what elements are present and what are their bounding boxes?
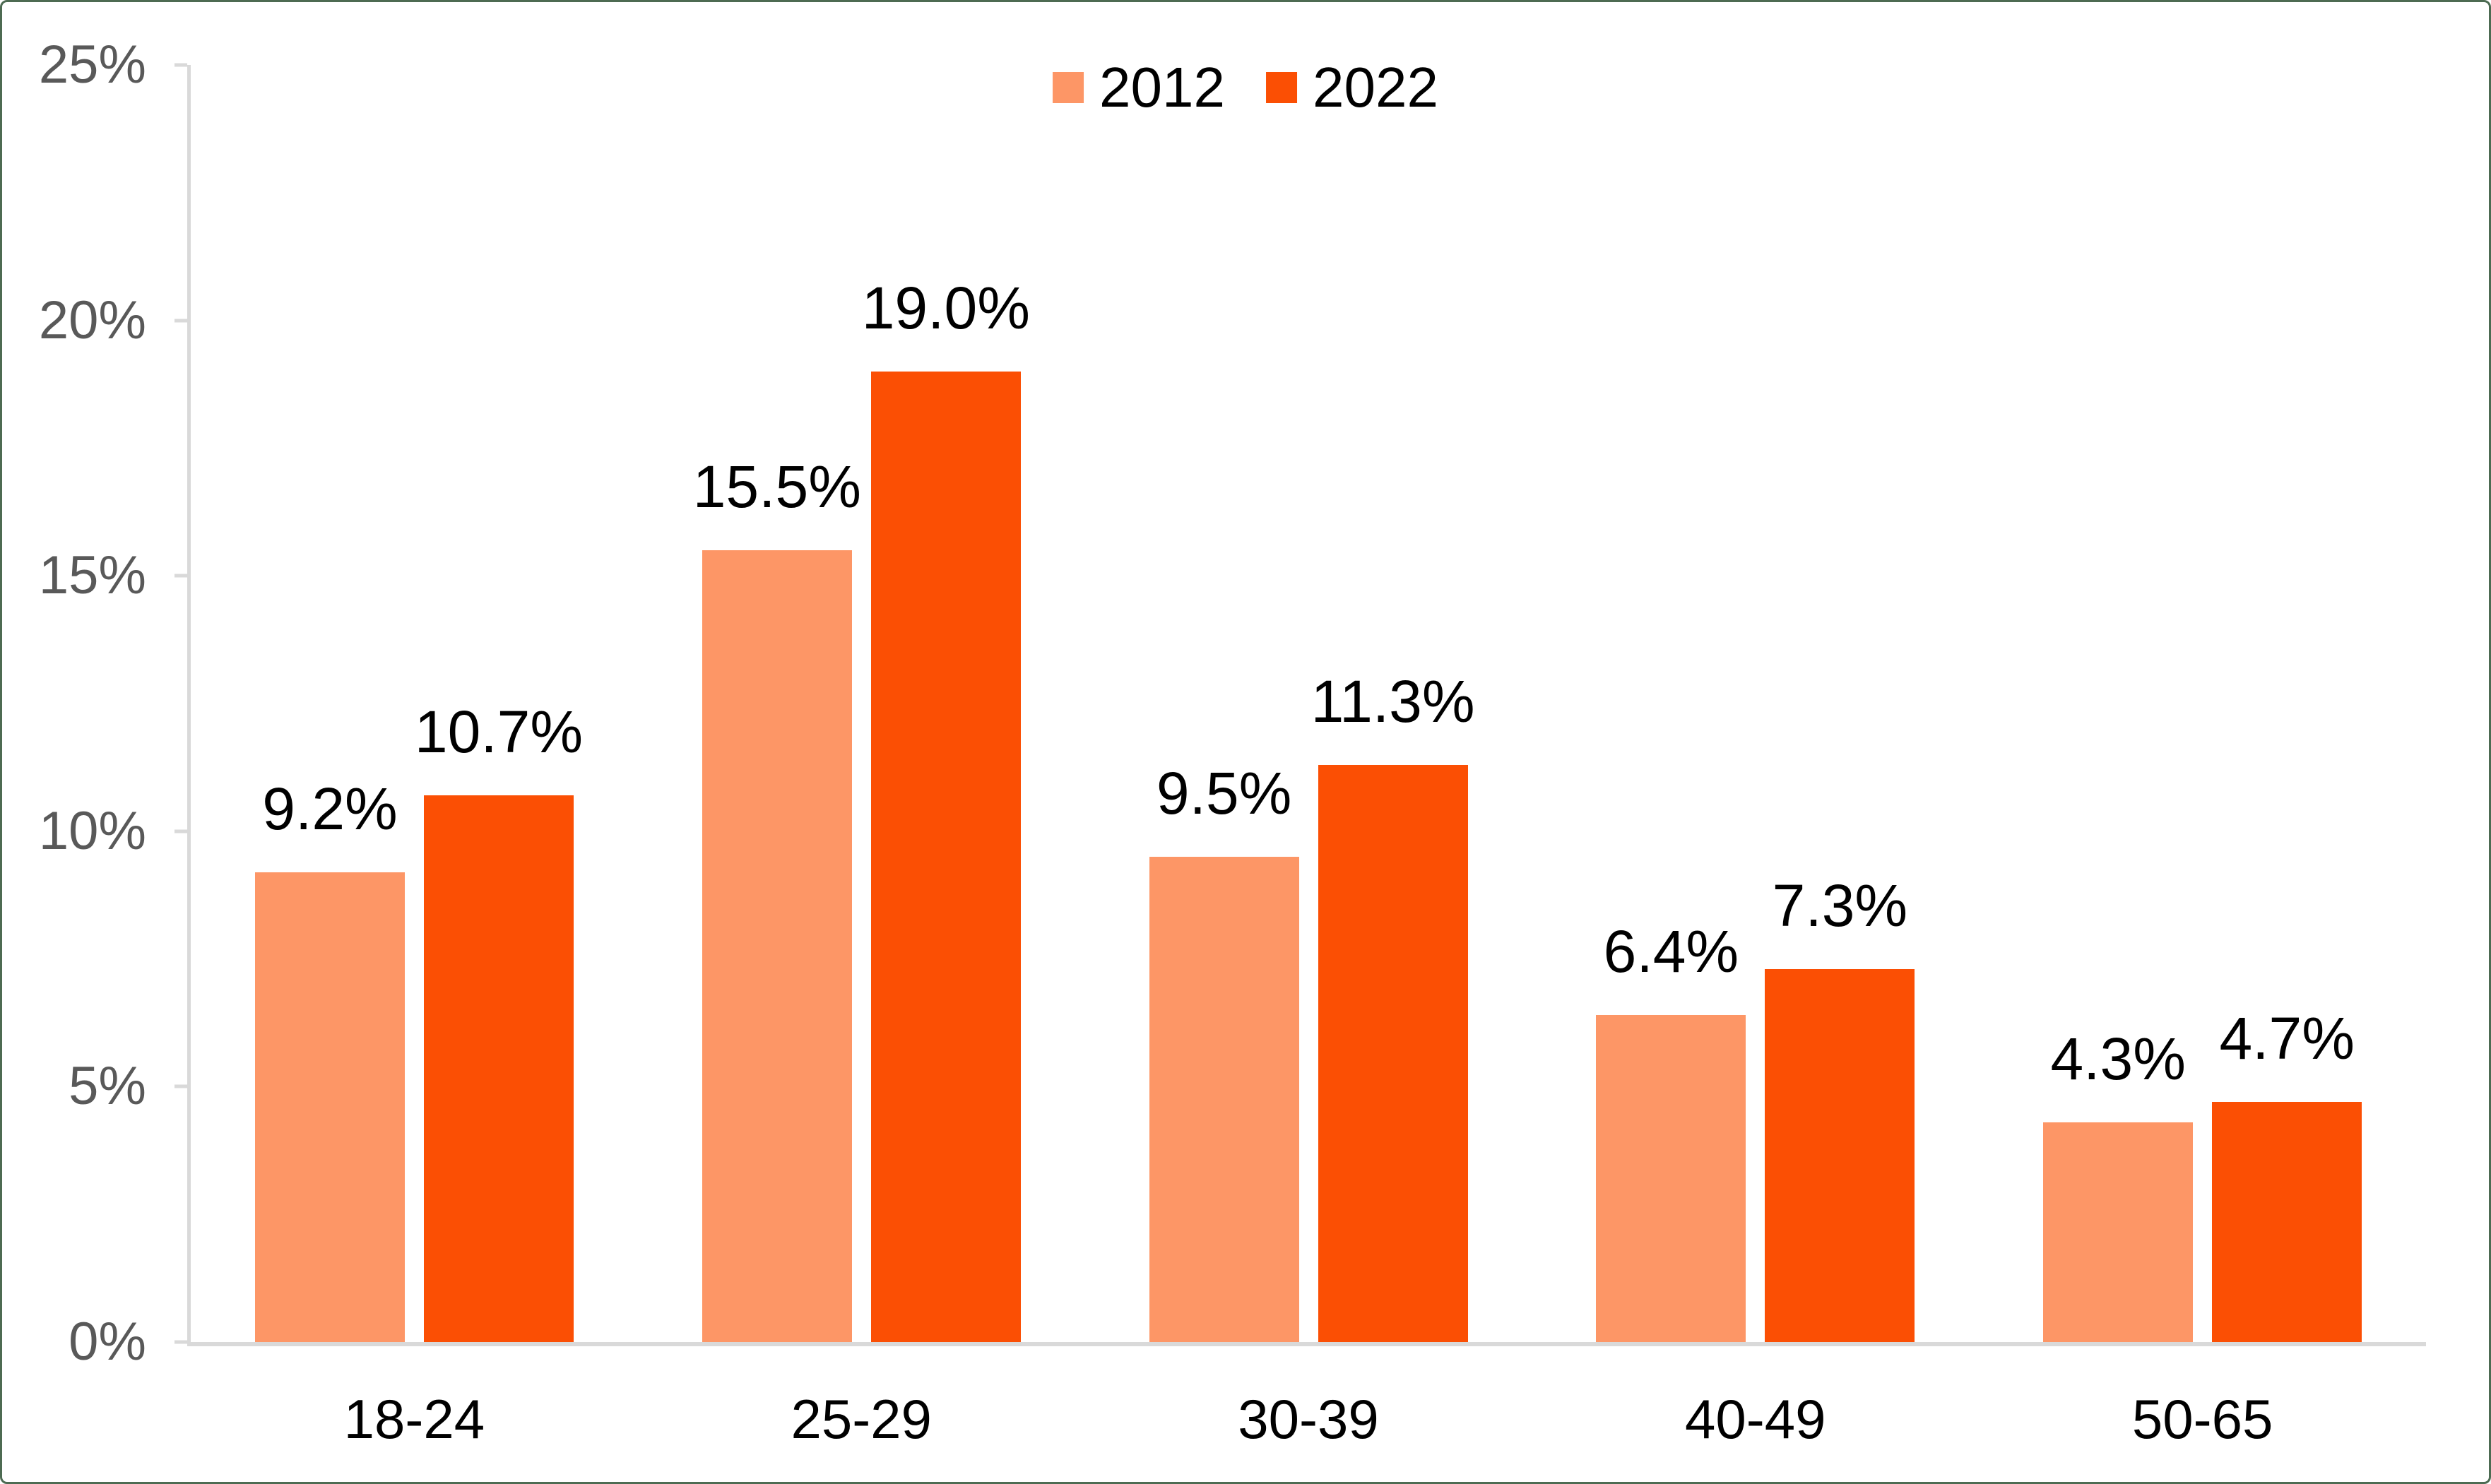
y-tick-mark-15% (174, 574, 187, 578)
y-tick-label-25%: 25% (38, 35, 146, 95)
legend-label-2022: 2022 (1313, 56, 1438, 119)
bar-2022-25-29 (870, 371, 1021, 1342)
bar-label-2012-25-29: 15.5% (692, 453, 861, 521)
legend-swatch-2022 (1266, 72, 1297, 103)
x-label-30-39: 30-39 (1238, 1388, 1379, 1450)
legend: 2012 2022 (1053, 55, 1438, 120)
legend-swatch-2012 (1053, 72, 1084, 103)
bar-2012-40-49 (1596, 1015, 1746, 1342)
y-tick-mark-5% (174, 1084, 187, 1088)
y-tick-label-5%: 5% (69, 1056, 146, 1117)
y-tick-mark-0% (174, 1340, 187, 1344)
plot-area: 0% 5% 10% 15% 20% 25% 9.2% 10.7% 18-24 15.5% 19.0%… (39, 38, 2426, 1447)
bar-label-2012-30-39: 9.5% (1156, 759, 1292, 826)
bar-label-2022-40-49: 7.3% (1772, 872, 1908, 939)
bar-2012-18-24 (255, 872, 405, 1342)
y-tick-label-15%: 15% (38, 545, 146, 606)
bar-label-2022-50-65: 4.7% (2219, 1005, 2355, 1072)
bar-label-2012-18-24: 9.2% (262, 775, 398, 842)
legend-item-2022: 2022 (1266, 55, 1438, 120)
y-tick-label-10%: 10% (38, 800, 146, 861)
bar-label-2022-25-29: 19.0% (861, 274, 1030, 341)
bar-2022-50-65 (2212, 1102, 2362, 1342)
x-label-18-24: 18-24 (343, 1388, 485, 1450)
legend-label-2012: 2012 (1099, 56, 1225, 119)
bar-2012-50-65 (2043, 1122, 2194, 1342)
legend-item-2012: 2012 (1053, 55, 1225, 120)
y-tick-label-0%: 0% (69, 1312, 146, 1372)
bar-2012-25-29 (702, 550, 852, 1342)
bar-2022-30-39 (1318, 764, 1468, 1342)
bar-2022-18-24 (424, 795, 574, 1342)
x-label-50-65: 50-65 (2131, 1388, 2273, 1450)
bar-label-2012-40-49: 6.4% (1603, 918, 1739, 985)
y-tick-mark-25% (174, 63, 187, 67)
bar-2012-30-39 (1149, 856, 1299, 1342)
y-tick-mark-10% (174, 829, 187, 833)
bar-label-2012-50-65: 4.3% (2050, 1026, 2186, 1093)
bar-label-2022-30-39: 11.3% (1310, 667, 1475, 735)
y-tick-mark-20% (174, 319, 187, 323)
bar-label-2022-18-24: 10.7% (414, 699, 584, 766)
y-tick-label-20%: 20% (38, 290, 146, 350)
x-label-40-49: 40-49 (1685, 1388, 1826, 1450)
x-label-25-29: 25-29 (791, 1388, 932, 1450)
bar-2022-40-49 (1765, 969, 1915, 1342)
y-axis-line (187, 65, 191, 1344)
x-axis-line (187, 1342, 2426, 1346)
